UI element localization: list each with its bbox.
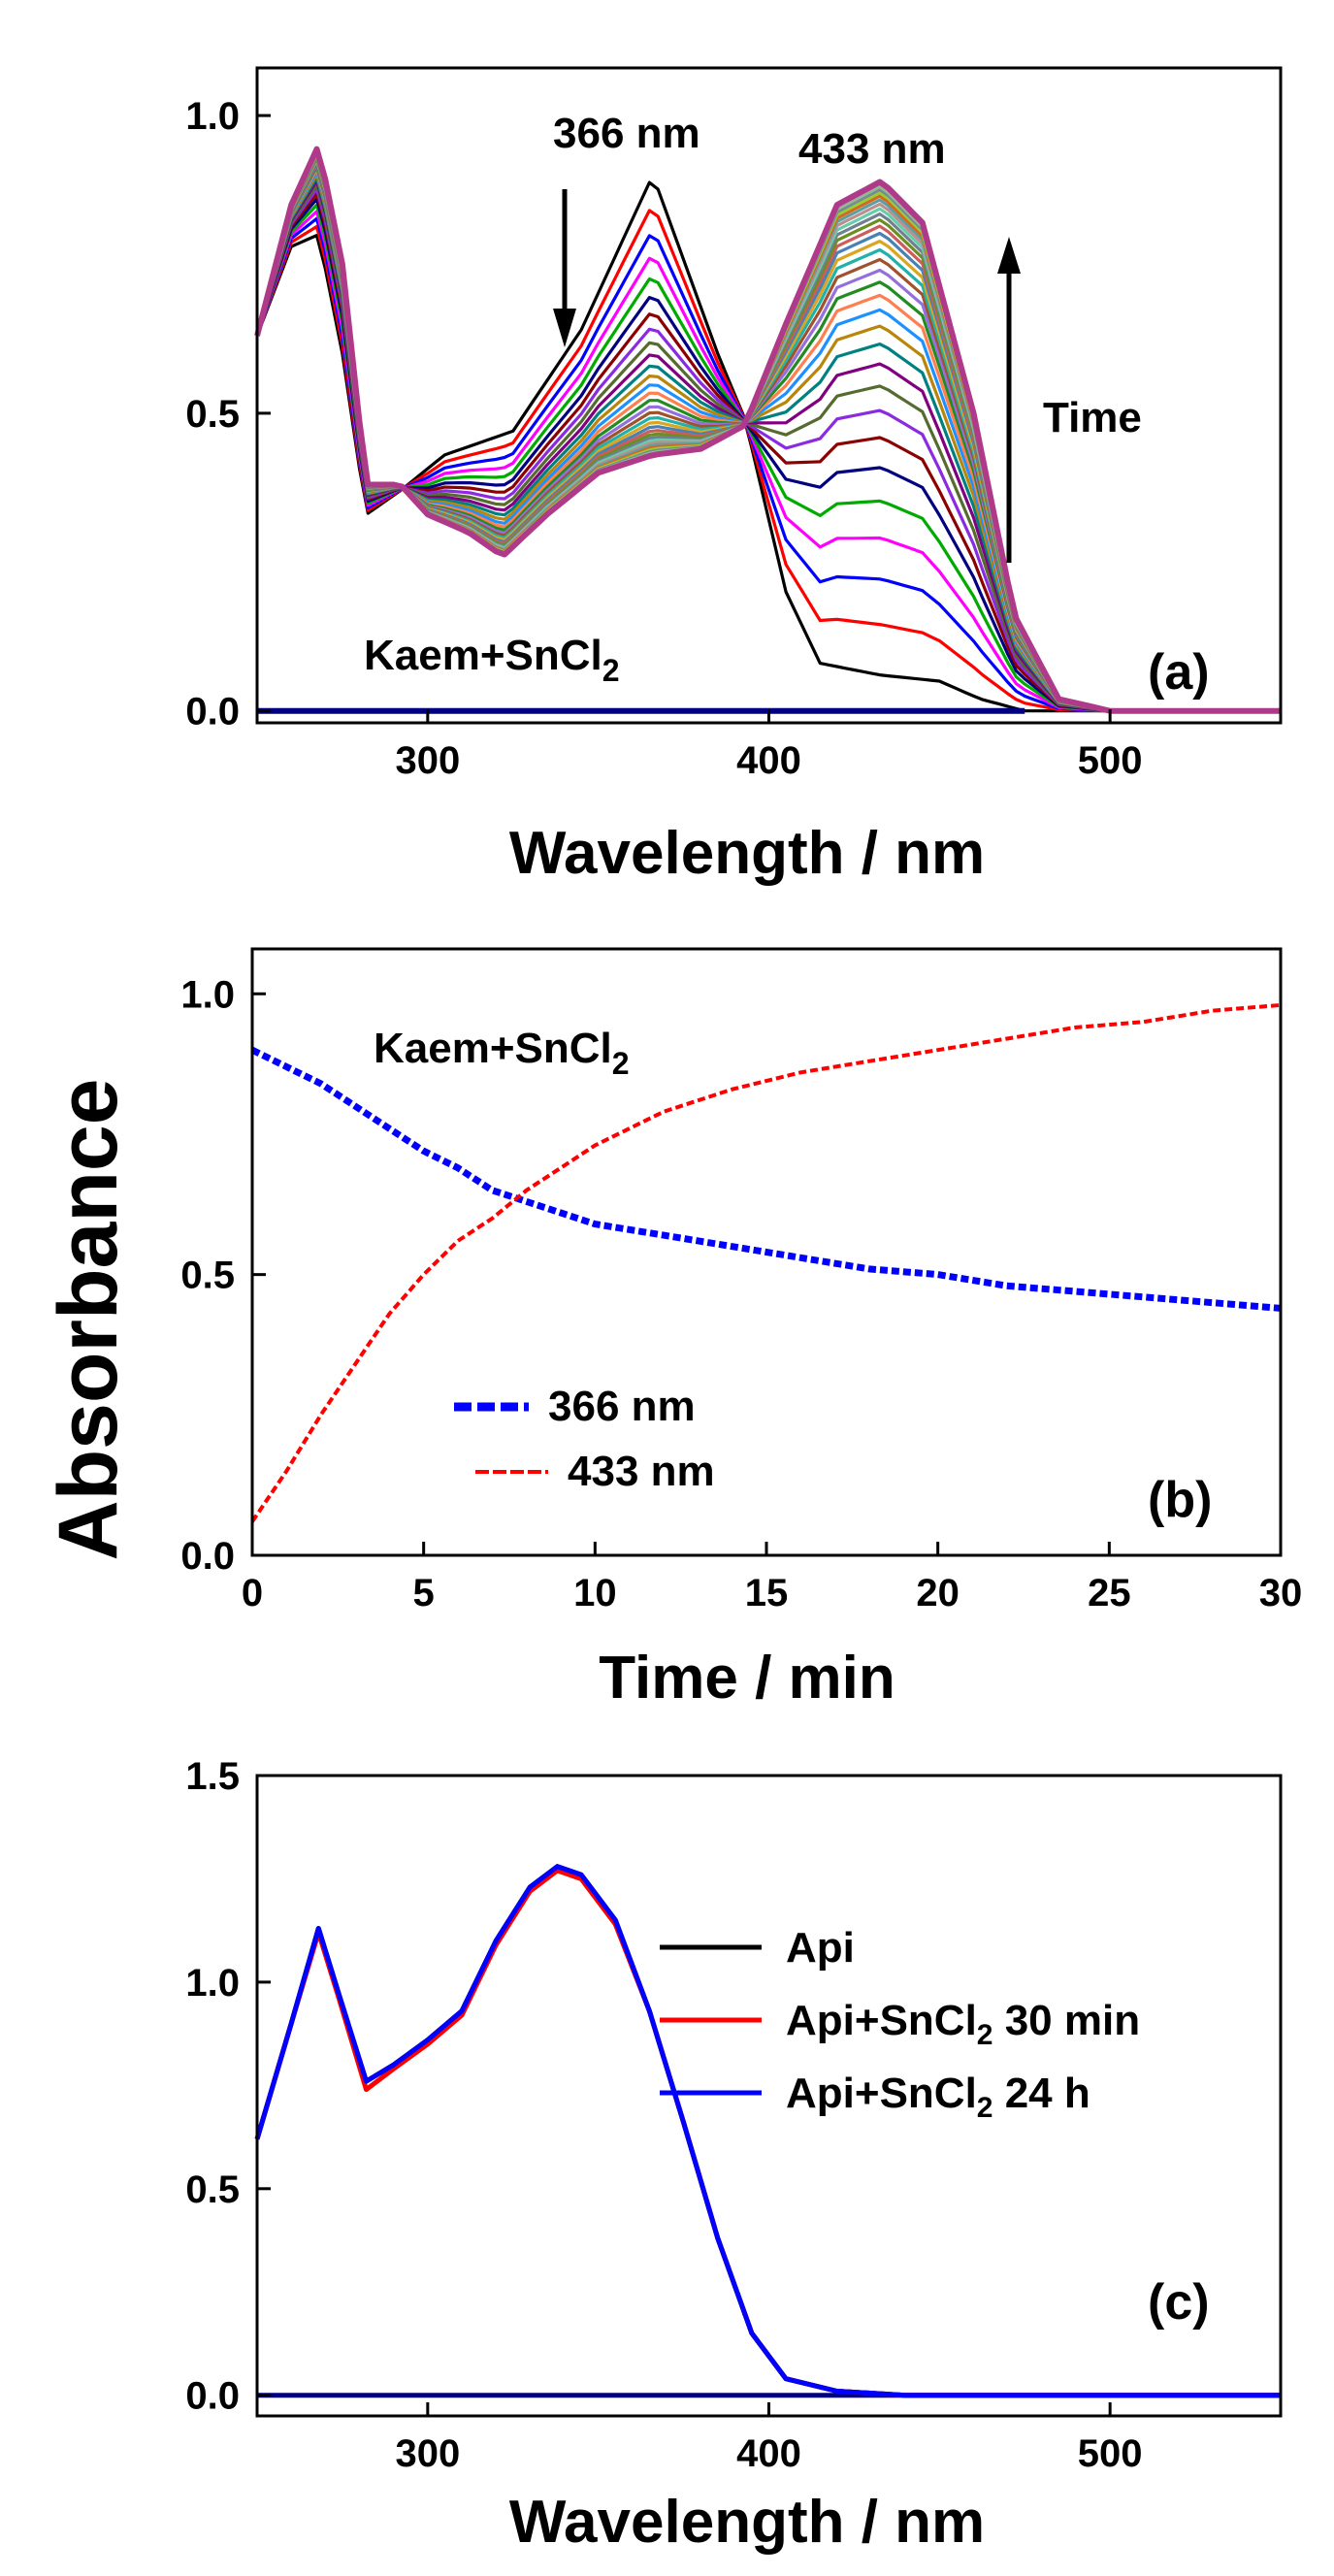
legend-c-api-main: Api: [786, 1924, 855, 1972]
panel-c-tag: (c): [1148, 2274, 1210, 2331]
series-line-Api+SnCl2-24-h: [254, 1864, 1281, 2398]
legend-c-24h-tail: 24 h: [992, 2070, 1090, 2117]
peak-366-label: 366 nm: [553, 110, 700, 157]
panel-b-ytick-label: 1.0: [180, 973, 235, 1016]
panel-c-xtick-label: 500: [1078, 2432, 1143, 2475]
panel-a-ticks: 300 400 500 0.0 0.5 1.0: [185, 95, 1142, 782]
legend-c-30min-sub: 2: [977, 2019, 993, 2051]
spectrum-line-11: [255, 173, 1281, 713]
panel-c-ytick-label: 0.5: [185, 2168, 240, 2211]
shared-ylabel: Absorbance: [42, 1078, 135, 1560]
panel-b-xtick-label: 10: [573, 1572, 617, 1614]
panel-c-ticks: 300 400 500 0.0 0.5 1.0 1.5: [185, 1755, 1142, 2475]
legend-c-label-api: Api: [786, 1924, 855, 1972]
panel-c-ytick-label: 0.0: [185, 2375, 240, 2418]
legend-b: 366 nm 433 nm: [454, 1383, 715, 1495]
panel-a-ytick-label: 0.0: [185, 691, 240, 734]
panel-b-ytick-label: 0.5: [180, 1255, 235, 1297]
panel-c-ytick-label: 1.5: [185, 1755, 240, 1798]
panel-c-xlabel: Wavelength / nm: [509, 2489, 985, 2556]
sample-label-b-main: Kaem+SnCl: [374, 1025, 612, 1072]
panel-a-ytick-label: 1.0: [185, 95, 240, 138]
panel-b-xtick-label: 30: [1259, 1572, 1303, 1614]
panel-c-frame: [255, 1774, 1283, 2418]
legend-b-label-433: 433 nm: [568, 1448, 715, 1495]
panel-c-ytick-label: 1.0: [185, 1962, 240, 2005]
panel-b-xtick-label: 5: [413, 1572, 435, 1614]
legend-c-label-24h: Api+SnCl2 24 h: [786, 2070, 1090, 2124]
panel-b-xtick-label: 15: [745, 1572, 789, 1614]
sample-label-a-sub: 2: [602, 653, 620, 688]
legend-c: Api Api+SnCl2 30 min Api+SnCl2 24 h: [660, 1924, 1140, 2124]
panel-a-ytick-label: 0.5: [185, 393, 240, 436]
panel-b-xtick-label: 25: [1088, 1572, 1131, 1614]
panel-c-spectra: [254, 1864, 1281, 2398]
panel-c-xtick-label: 400: [736, 2432, 801, 2475]
time-arrow-label: Time: [1043, 394, 1142, 441]
legend-c-label-30min: Api+SnCl2 30 min: [786, 1997, 1140, 2051]
panel-b-ticks: 0 5 10 15 20 25 30 0.0 0.5 1.0: [180, 973, 1302, 1614]
peak-433-label: 433 nm: [798, 125, 946, 173]
panel-a-tag: (a): [1148, 644, 1210, 701]
panel-b-xlabel: Time / min: [599, 1645, 895, 1712]
legend-b-label-366: 366 nm: [548, 1383, 696, 1430]
panel-a-frame: [255, 66, 1283, 725]
legend-c-24h-main: Api+SnCl: [786, 2070, 977, 2117]
panel-b-tag: (b): [1148, 1472, 1212, 1528]
panel-b-kinetics: [250, 1002, 1282, 1523]
legend-c-30min-tail: 30 min: [992, 1997, 1140, 2044]
series-line-Api+SnCl2-30-min: [254, 1868, 1281, 2398]
panel-b-frame: [250, 947, 1283, 1557]
panel-c-xtick-label: 300: [395, 2432, 460, 2475]
series-line-433-nm: [250, 1002, 1282, 1523]
sample-label-b: Kaem+SnCl2: [374, 1025, 630, 1081]
legend-c-24h-sub: 2: [977, 2092, 993, 2124]
series-line-366-nm: [250, 1047, 1282, 1312]
panel-b-ytick-label: 0.0: [180, 1535, 235, 1578]
series-line-Api: [254, 1864, 1281, 2398]
panel-a: 300 400 500 0.0 0.5 1.0 366 nm 433 nm Time Ka…: [185, 66, 1283, 887]
panel-b: 0 5 10 15 20 25 30 0.0 0.5 1.0 Kaem+SnCl2 366 nm …: [180, 947, 1302, 1712]
down-arrow-icon: [553, 189, 576, 347]
sample-label-a-main: Kaem+SnCl: [364, 632, 602, 679]
up-arrow-icon: [997, 237, 1021, 563]
panel-a-xtick-label: 400: [736, 739, 801, 782]
sample-label-a: Kaem+SnCl2: [364, 632, 620, 688]
panel-a-xlabel: Wavelength / nm: [509, 820, 985, 887]
legend-c-30min-main: Api+SnCl: [786, 1997, 977, 2044]
panel-a-xtick-label: 500: [1078, 739, 1143, 782]
sample-label-b-sub: 2: [612, 1046, 630, 1081]
panel-b-xtick-label: 20: [916, 1572, 960, 1614]
panel-b-xtick-label: 0: [242, 1572, 263, 1614]
panel-a-xtick-label: 300: [395, 739, 460, 782]
